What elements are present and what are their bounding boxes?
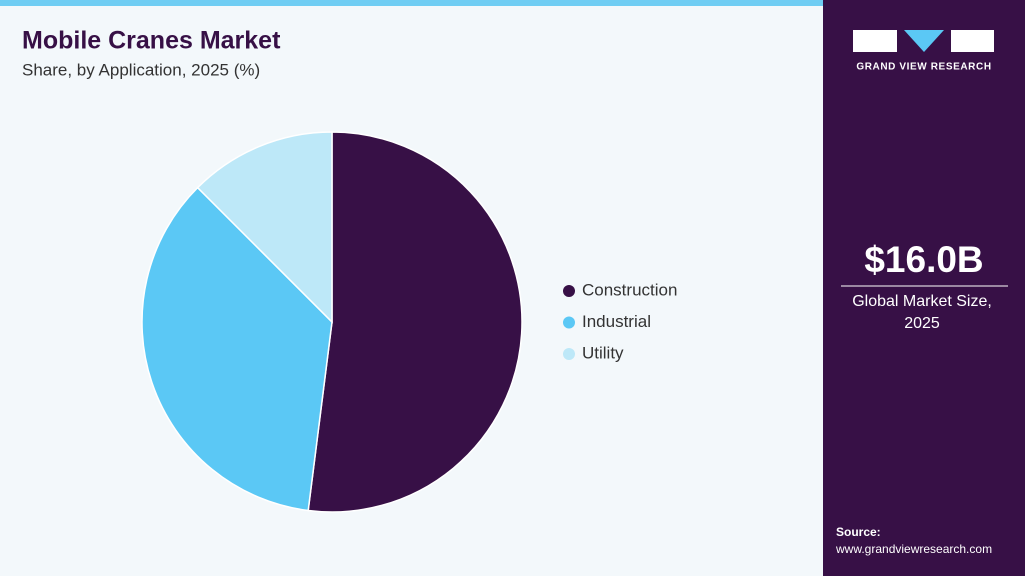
market-size-label: 2025 xyxy=(904,315,940,332)
source-url: www.grandviewresearch.com xyxy=(835,542,992,556)
legend-marker xyxy=(563,316,575,329)
pie-slice xyxy=(141,186,333,512)
source-label: Source: xyxy=(836,525,881,539)
legend-marker xyxy=(563,285,575,297)
top-accent xyxy=(0,0,823,6)
chart-subtitle: Share, by Application, 2025 (%) xyxy=(22,60,260,79)
logo-triangle xyxy=(904,30,944,52)
sidebar xyxy=(823,0,1025,576)
legend-label: Construction xyxy=(582,280,677,299)
chart-title: Mobile Cranes Market xyxy=(22,27,281,55)
pie-slice xyxy=(196,131,333,324)
legend-label: Utility xyxy=(582,343,624,362)
logo-block xyxy=(853,30,897,52)
brand-name: GRAND VIEW RESEARCH xyxy=(856,62,991,73)
logo: GRAND VIEW RESEARCH xyxy=(853,30,994,73)
legend-marker xyxy=(563,348,575,360)
market-size-label: Global Market Size, xyxy=(852,293,992,310)
logo-block xyxy=(951,30,994,52)
pie-slice xyxy=(307,131,523,513)
market-size: $16.0B xyxy=(864,239,983,280)
legend-label: Industrial xyxy=(582,312,651,331)
